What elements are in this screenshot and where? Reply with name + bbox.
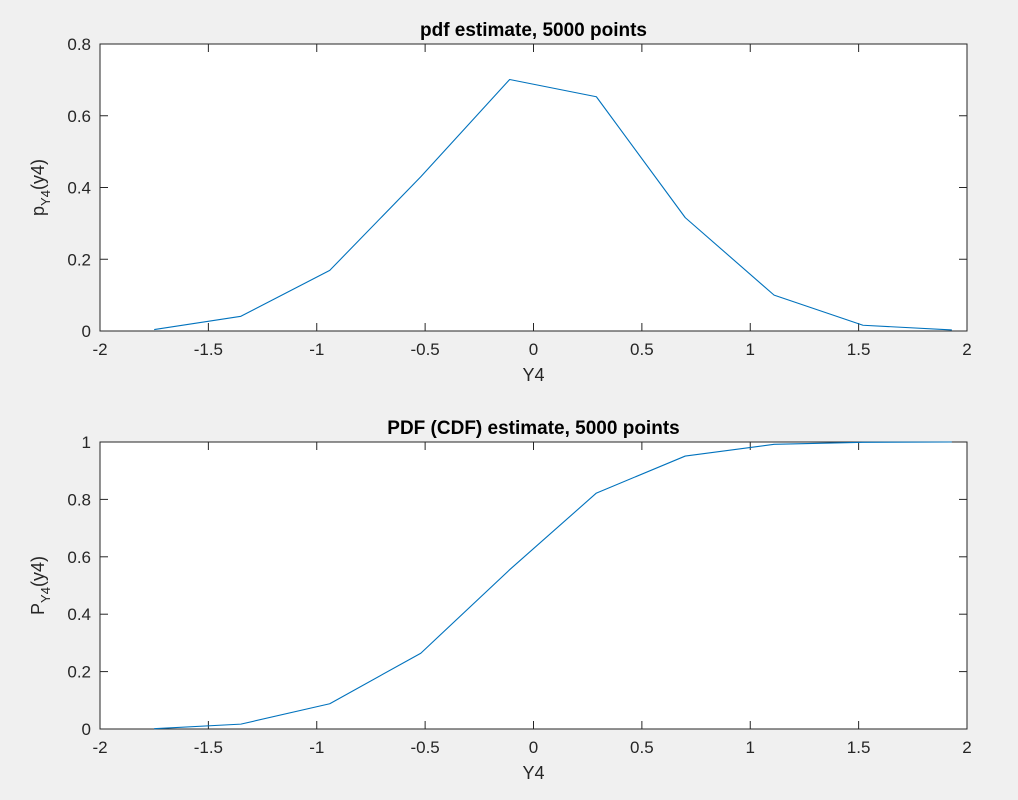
subplot-cdf: -2 -1.5 -1 -0.5 0 0.5 1 1.5 2 0 0.2 0.4 0.6 0.8 1 PDF (… (28, 418, 972, 783)
y-axis-label: PY4(y4) (28, 556, 53, 615)
y-tick-label: 0.4 (67, 179, 91, 198)
x-tick-label: -0.5 (410, 738, 439, 757)
x-tick-label: -2 (92, 340, 107, 359)
x-tick-label: -2 (92, 738, 107, 757)
y-axis-label-subscript: Y4 (38, 587, 53, 603)
x-tick-label: -1 (309, 340, 324, 359)
x-tick-label: 1.5 (847, 738, 871, 757)
y-axis-label-main: P (28, 603, 48, 615)
x-tick-label: 0 (529, 738, 538, 757)
chart-title: pdf estimate, 5000 points (420, 20, 647, 41)
series-line (154, 78, 952, 331)
y-axis-label-subscript: Y4 (38, 190, 53, 206)
chart-title: PDF (CDF) estimate, 5000 points (387, 418, 679, 439)
y-tick-label: 0.4 (67, 605, 91, 624)
y-tick-label: 0 (82, 322, 91, 341)
x-tick-label: 0.5 (630, 738, 654, 757)
axes-box (99, 43, 968, 332)
x-tick-label: 1 (746, 340, 755, 359)
y-tick-label: 0 (82, 720, 91, 739)
x-tick-label: -1.5 (194, 340, 223, 359)
y-tick-label: 1 (82, 433, 91, 452)
axes-box (99, 441, 968, 730)
y-tick-label: 0.2 (67, 663, 91, 682)
x-axis-label: Y4 (522, 365, 544, 385)
x-tick-label: 2 (962, 738, 971, 757)
y-tick-label: 0.8 (67, 490, 91, 509)
x-tick-label: -1.5 (194, 738, 223, 757)
x-tick-label: 1 (746, 738, 755, 757)
x-tick-label: -1 (309, 738, 324, 757)
subplot-pdf: -2 -1.5 -1 -0.5 0 0.5 1 1.5 2 0 0.2 0.4 0.6 0.8 pdf es… (28, 20, 972, 385)
series-line (154, 441, 952, 730)
y-tick-label: 0.8 (67, 35, 91, 54)
x-tick-label: 1.5 (847, 340, 871, 359)
y-axis-label-rest: (y4) (28, 159, 48, 190)
y-axis-label-rest: (y4) (28, 556, 48, 587)
x-tick-label: 0 (529, 340, 538, 359)
y-axis-label: pY4(y4) (28, 159, 53, 216)
x-axis-label: Y4 (522, 763, 544, 783)
y-axis-label-main: p (28, 206, 48, 216)
y-tick-label: 0.6 (67, 107, 91, 126)
x-tick-label: 2 (962, 340, 971, 359)
x-tick-label: 0.5 (630, 340, 654, 359)
x-tick-label: -0.5 (410, 340, 439, 359)
y-tick-label: 0.2 (67, 250, 91, 269)
y-tick-label: 0.6 (67, 548, 91, 567)
